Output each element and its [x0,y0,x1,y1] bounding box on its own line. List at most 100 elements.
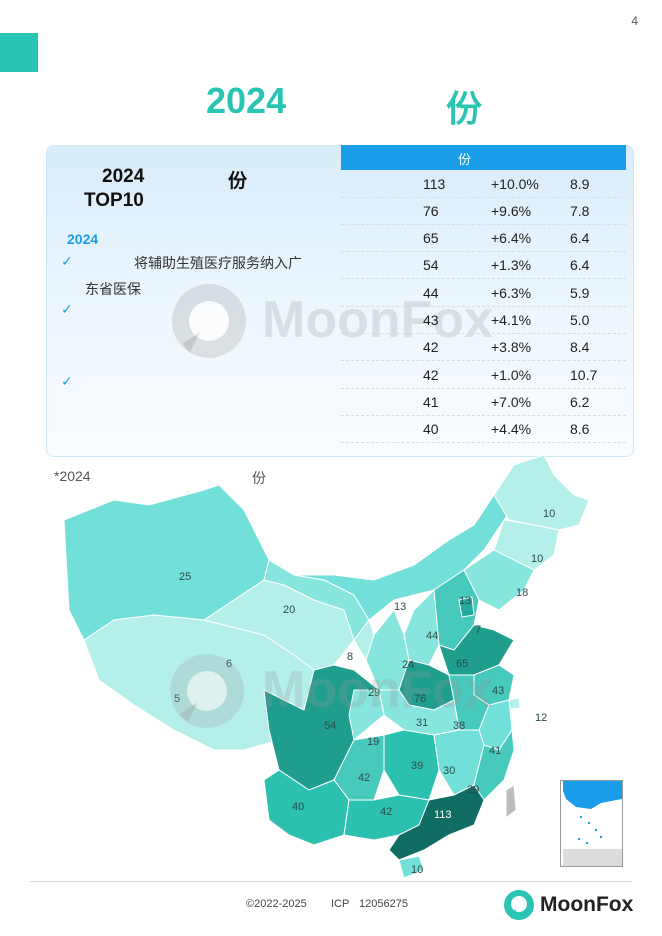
watermark-top-text: MoonFox [262,291,494,349]
watermark-top [170,282,248,373]
map-label: 18 [516,587,528,599]
footer-divider [30,881,632,882]
table-row: 40 +4.4% 8.6 [341,416,626,443]
table-row: 44 +6.3% 5.9 [341,280,626,307]
footer-icp: ICP [331,898,350,910]
page-title: 2024 份 [0,80,662,129]
note-year: 2024 [67,231,99,247]
cell-growth: +1.0% [491,367,532,383]
check-icon: ✓ [61,253,73,269]
map-label: 13 [394,601,406,613]
map-label: 65 [456,658,468,670]
cell-rate: 6.4 [570,230,590,246]
region-shanghai [508,697,521,710]
map-label: 8 [347,651,353,663]
cell-growth: +4.1% [491,312,532,328]
footer-icp-number: 12056275 [359,898,408,910]
map-label: 10 [531,553,543,565]
region-tianjin [458,596,475,618]
moonfox-watermark-icon [170,654,244,728]
south-china-sea-inset [560,780,623,867]
cell-rate: 7.8 [570,203,590,219]
table-header: 份 [341,145,626,170]
map-label: 24 [402,659,414,671]
cell-growth: +6.4% [491,230,532,246]
cell-growth: +1.3% [491,257,532,273]
map-label: 40 [292,801,304,813]
cell-value: 113 [423,176,446,192]
region-hainan [398,855,425,879]
map-label: 10 [543,508,555,520]
region-taiwan [505,784,517,820]
table-header-label: 份 [458,152,472,167]
map-label: 42 [358,772,370,784]
panel-unit: 份 [228,171,248,192]
table-row: 65 +6.4% 6.4 [341,225,626,252]
cell-growth: +6.3% [491,285,532,301]
cell-rate: 5.0 [570,312,590,328]
map-note: *2024 [54,468,91,484]
region-heilongjiang [493,454,590,531]
cell-value: 42 [423,339,439,355]
map-label: 29 [368,687,380,699]
cell-growth: +3.8% [491,339,532,355]
inset-map-icon [563,781,622,866]
moonfox-watermark-icon [172,284,246,358]
map-label: 39 [411,760,423,772]
map-label: 31 [416,717,428,729]
watermark-bottom-text: MoonFox [262,661,494,719]
cell-growth: +10.0% [491,176,539,192]
cell-rate: 6.2 [570,394,590,410]
table-row: 54 +1.3% 6.4 [341,252,626,279]
map-label: 113 [434,809,452,821]
region-chongqing [348,689,385,741]
map-label: 54 [324,720,336,732]
region-fujian [473,728,515,801]
cell-rate: 10.7 [570,367,598,383]
map-label: 44 [426,630,438,642]
map-label: 30 [443,765,455,777]
map-label: 25 [179,571,191,583]
cell-rate: 8.9 [570,176,590,192]
cell-growth: +4.4% [491,421,532,437]
cell-value: 76 [423,203,439,219]
moonfox-logo-icon [504,890,534,920]
cell-value: 65 [423,230,439,246]
map-label: 41 [489,745,501,757]
cell-value: 44 [423,285,439,301]
region-hunan [383,729,440,801]
title-unit: 份 [446,88,483,129]
accent-block [0,33,38,72]
cell-rate: 6.4 [570,257,590,273]
table-row: 41 +7.0% 6.2 [341,389,626,416]
map-label: 38 [453,720,465,732]
map-label: 20 [283,604,295,616]
check-icon: ✓ [61,301,73,317]
cell-value: 54 [423,257,439,273]
table-row: 43 +4.1% 5.0 [341,307,626,334]
region-liaoning [463,549,535,611]
map-label: 6 [226,658,232,670]
panel-top10: TOP10 [84,190,144,211]
panel-year: 2024 [102,166,145,187]
cell-value: 40 [423,421,439,437]
cell-rate: 8.4 [570,339,590,355]
region-shanxi [403,588,440,666]
map-label: 13 [459,595,471,607]
page-number: 4 [631,14,638,28]
map-label: 10 [411,864,423,876]
note-line-1: 将辅助生殖医疗服务纳入广 [134,255,302,271]
watermark-bottom [168,652,246,743]
title-year: 2024 [206,80,287,121]
table-row: 42 +3.8% 8.4 [341,334,626,361]
table-row: 42 +1.0% 10.7 [341,362,626,389]
table-row: 113 +10.0% 8.9 [341,171,626,198]
cell-value: 43 [423,312,439,328]
cell-growth: +9.6% [491,203,532,219]
cell-value: 42 [423,367,439,383]
brand-name: MoonFox [540,893,634,916]
region-hubei [378,689,460,736]
map-label: 42 [380,806,392,818]
cell-rate: 5.9 [570,285,590,301]
map-note-unit: 份 [252,470,266,486]
